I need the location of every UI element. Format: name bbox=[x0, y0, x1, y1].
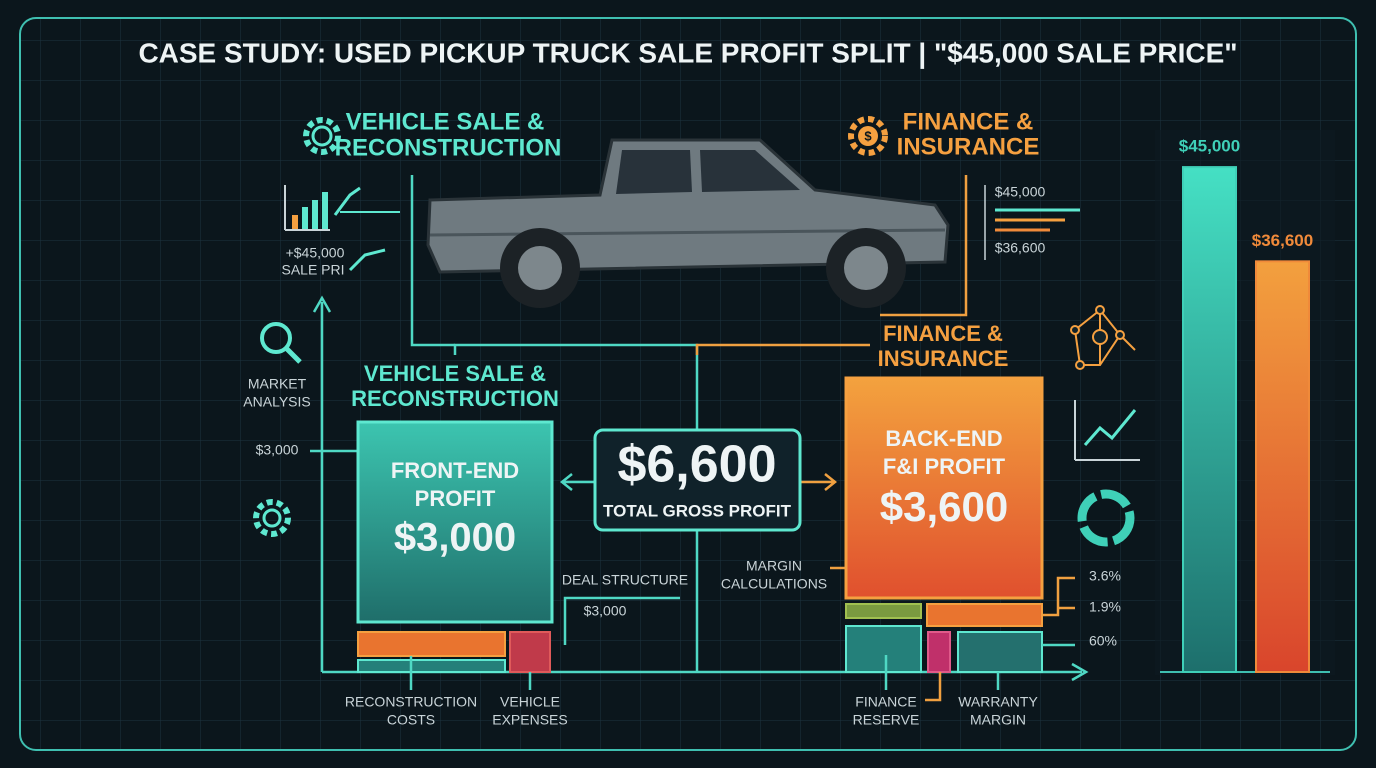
connector bbox=[695, 343, 870, 355]
front-end-box bbox=[356, 420, 554, 624]
mini-label: SALE PRI bbox=[281, 262, 344, 278]
percent-label: 60% bbox=[1089, 633, 1117, 649]
note-label: $3,000 bbox=[584, 603, 627, 619]
note-label: MARGIN bbox=[746, 558, 802, 574]
bar bbox=[1182, 166, 1237, 673]
connector bbox=[880, 175, 968, 317]
side-label: ANALYSIS bbox=[243, 394, 310, 410]
mini-label: $45,000 bbox=[995, 184, 1046, 200]
section-heading: RECONSTRUCTION bbox=[351, 386, 559, 411]
mini-chart-icon bbox=[284, 185, 400, 272]
section-heading: INSURANCE bbox=[878, 346, 1009, 371]
cost-blocks bbox=[357, 603, 1043, 673]
bar bbox=[1255, 260, 1310, 673]
total-box bbox=[593, 428, 802, 532]
magnifier-icon bbox=[260, 322, 302, 364]
gear-icon bbox=[253, 499, 291, 537]
svg-text:$: $ bbox=[864, 128, 872, 143]
title: CASE STUDY: USED PICKUP TRUCK SALE PROFI… bbox=[138, 37, 1237, 68]
bottom-label: EXPENSES bbox=[492, 712, 567, 728]
heading: FINANCE & bbox=[903, 108, 1034, 135]
connector bbox=[1042, 576, 1075, 617]
heading: INSURANCE bbox=[897, 133, 1040, 160]
section-heading: VEHICLE SALE & bbox=[364, 361, 546, 386]
box-amount: $3,000 bbox=[394, 516, 516, 560]
mini-bars-icon bbox=[984, 185, 1080, 260]
comparison-bars: $45,000 $36,600 bbox=[1179, 137, 1313, 673]
connector bbox=[925, 672, 942, 702]
heading: RECONSTRUCTION bbox=[335, 134, 562, 161]
bottom-label: VEHICLE bbox=[500, 694, 560, 710]
percent-label: 3.6% bbox=[1089, 568, 1121, 584]
total-caption: TOTAL GROSS PROFIT bbox=[603, 501, 792, 520]
connector bbox=[453, 343, 699, 672]
arrow bbox=[559, 473, 595, 491]
back-end-box bbox=[844, 376, 1044, 600]
side-label: MARKET bbox=[248, 376, 307, 392]
box-amount: $3,600 bbox=[880, 483, 1008, 530]
percent-label: 1.9% bbox=[1089, 599, 1121, 615]
bottom-label: WARRANTY bbox=[958, 694, 1038, 710]
bar-label: $45,000 bbox=[1179, 137, 1240, 156]
trend-icon bbox=[1074, 400, 1140, 461]
total-amount: $6,600 bbox=[617, 436, 776, 494]
box-title: PROFIT bbox=[415, 486, 496, 511]
network-icon bbox=[1070, 305, 1136, 370]
box-title: F&I PROFIT bbox=[883, 454, 1006, 479]
heading: VEHICLE SALE & bbox=[346, 108, 545, 135]
truck-illustration bbox=[426, 138, 950, 308]
bottom-label: RESERVE bbox=[853, 712, 920, 728]
dollar-gear-icon: $ bbox=[848, 116, 888, 156]
arrow bbox=[800, 473, 838, 491]
bottom-label: MARGIN bbox=[970, 712, 1026, 728]
side-label: $3,000 bbox=[256, 442, 299, 458]
mini-label: +$45,000 bbox=[286, 245, 345, 261]
bottom-label: RECONSTRUCTION bbox=[345, 694, 477, 710]
bottom-label: FINANCE bbox=[855, 694, 916, 710]
note-label: DEAL STRUCTURE bbox=[562, 572, 688, 588]
gear-icon bbox=[303, 117, 341, 155]
section-heading: FINANCE & bbox=[883, 321, 1003, 346]
connector bbox=[563, 596, 680, 645]
donut-icon bbox=[1077, 489, 1135, 547]
connector bbox=[410, 175, 455, 347]
note-label: CALCULATIONS bbox=[721, 576, 827, 592]
bottom-label: COSTS bbox=[387, 712, 435, 728]
connector bbox=[409, 655, 1000, 690]
bar-label: $36,600 bbox=[1252, 231, 1313, 250]
box-title: FRONT-END bbox=[391, 458, 519, 483]
mini-label: $36,600 bbox=[995, 240, 1046, 256]
box-title: BACK-END bbox=[885, 426, 1002, 451]
